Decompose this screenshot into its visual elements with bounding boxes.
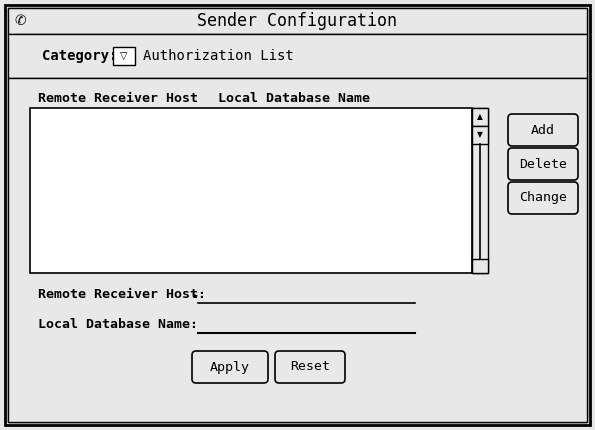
Text: ✆: ✆ [14, 14, 26, 28]
Bar [472, 108, 488, 273]
Text: Delete: Delete [519, 157, 567, 171]
Text: ▼: ▼ [477, 130, 483, 139]
Text: Local Database Name:: Local Database Name: [38, 319, 198, 332]
Bar [472, 108, 488, 126]
FancyBboxPatch shape [192, 351, 268, 383]
Text: Sender Configuration: Sender Configuration [197, 12, 397, 30]
FancyBboxPatch shape [508, 148, 578, 180]
FancyBboxPatch shape [275, 351, 345, 383]
Text: Add: Add [531, 123, 555, 136]
Text: ▸: ▸ [194, 290, 198, 299]
Text: Change: Change [519, 191, 567, 205]
Text: ▽: ▽ [120, 51, 128, 61]
Text: Remote Receiver Host:: Remote Receiver Host: [38, 289, 206, 301]
Bar [8, 8, 587, 34]
Bar [30, 108, 472, 273]
Bar [8, 34, 587, 78]
FancyBboxPatch shape [508, 114, 578, 146]
Bar [472, 259, 488, 273]
Text: Remote Receiver Host: Remote Receiver Host [38, 92, 198, 104]
Text: Category:: Category: [42, 49, 117, 63]
Bar [472, 126, 488, 144]
Text: Authorization List: Authorization List [143, 49, 294, 63]
Text: Apply: Apply [210, 360, 250, 374]
FancyBboxPatch shape [508, 182, 578, 214]
Bar [8, 78, 587, 422]
Text: Local Database Name: Local Database Name [218, 92, 370, 104]
Text: ▲: ▲ [477, 113, 483, 122]
Text: Reset: Reset [290, 360, 330, 374]
Bar [113, 47, 135, 65]
